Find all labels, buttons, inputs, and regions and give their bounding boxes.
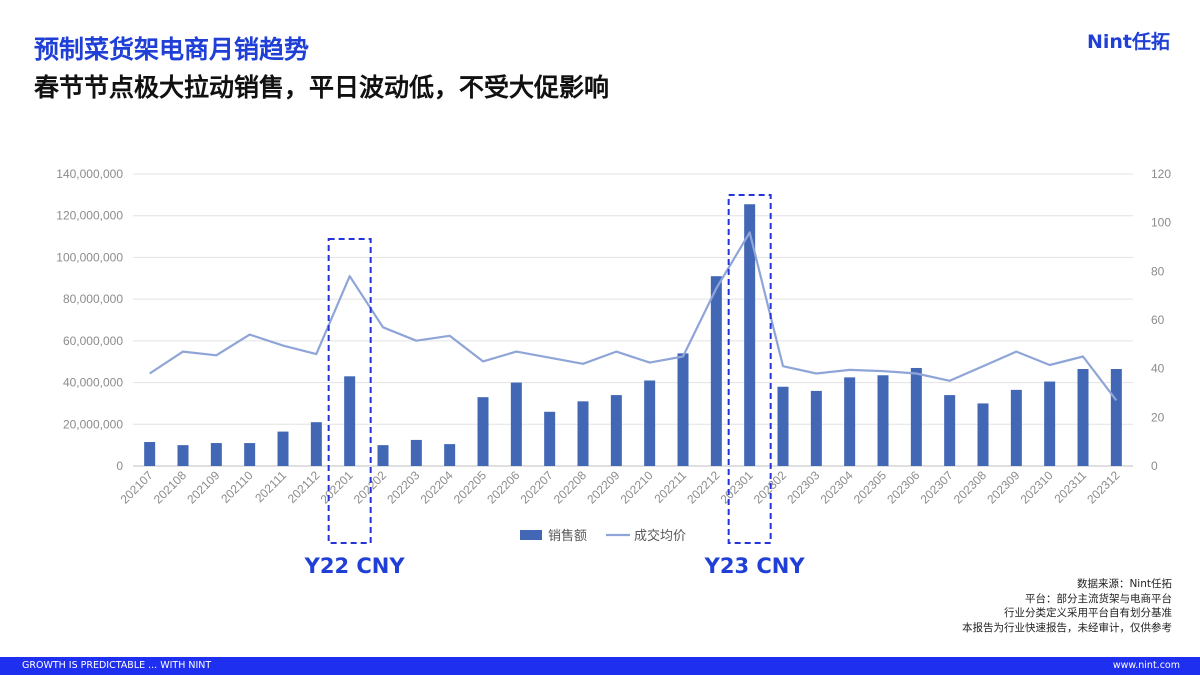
cny-highlight-box — [727, 194, 772, 544]
y-right-tick-label: 80 — [1151, 264, 1165, 278]
x-tick-label: 202211 — [652, 468, 690, 506]
x-tick-label: 202307 — [918, 468, 956, 506]
bar-sales — [810, 390, 822, 466]
footer-url: www.nint.com — [1112, 660, 1180, 671]
y-right-tick-label: 40 — [1151, 362, 1165, 376]
x-tick-label: 202208 — [551, 468, 589, 506]
note-line: 本报告为行业快速报告，未经审计，仅供参考 — [962, 621, 1172, 634]
y-left-tick-label: 120,000,000 — [56, 209, 123, 223]
line-avg-price — [149, 231, 1118, 401]
bar-sales — [710, 276, 722, 466]
bar-sales — [277, 431, 289, 466]
bar-sales — [577, 401, 589, 466]
x-tick-label: 202305 — [851, 468, 889, 506]
y-right-tick-label: 60 — [1151, 313, 1165, 327]
bar-sales — [444, 444, 456, 466]
legend-label-sales: 销售额 — [548, 528, 587, 544]
x-tick-label: 202210 — [618, 468, 656, 506]
y-right-tick-label: 0 — [1151, 459, 1158, 473]
x-tick-label: 202306 — [884, 468, 922, 506]
x-tick-label: 202303 — [784, 468, 822, 506]
bar-sales — [610, 395, 622, 466]
x-tick-label: 202308 — [951, 468, 989, 506]
bar-sales — [844, 377, 856, 466]
x-tick-label: 202108 — [151, 468, 189, 506]
x-tick-label: 202109 — [184, 468, 222, 506]
bar-sales — [410, 439, 422, 466]
x-tick-label: 202111 — [252, 468, 289, 505]
footer-bar: GROWTH IS PREDICTABLE ... WITH NINT www.… — [0, 657, 1200, 675]
x-tick-label: 202209 — [584, 468, 622, 506]
cny-highlight-box — [327, 238, 372, 544]
bar-sales — [344, 376, 356, 466]
bar-sales — [210, 443, 222, 466]
bar-sales — [910, 367, 922, 466]
bar-sales — [744, 204, 756, 466]
bar-sales — [144, 442, 156, 466]
note-line: 平台：部分主流货架与电商平台 — [1025, 592, 1172, 605]
x-tick-label: 202201 — [318, 468, 356, 506]
x-tick-label: 202207 — [518, 468, 556, 506]
legend-label-avg-price: 成交均价 — [634, 528, 686, 544]
footer-tagline: GROWTH IS PREDICTABLE ... WITH NINT — [22, 660, 212, 671]
y-left-tick-label: 80,000,000 — [63, 292, 123, 306]
page-subtitle: 春节节点极大拉动销售，平日波动低，不受大促影响 — [34, 73, 610, 102]
x-tick-label: 202107 — [118, 468, 156, 506]
bar-sales — [677, 353, 689, 466]
x-tick-label: 202310 — [1018, 468, 1056, 506]
bar-sales — [1110, 369, 1122, 466]
x-tick-label: 202304 — [818, 468, 856, 506]
bar-sales — [244, 443, 256, 466]
note-line: 行业分类定义采用平台自有划分基准 — [1004, 607, 1172, 619]
bar-sales — [377, 445, 389, 466]
bar-sales — [1010, 389, 1022, 466]
x-tick-label: 202309 — [984, 468, 1022, 506]
x-tick-label: 202206 — [484, 468, 522, 506]
bar-sales — [777, 386, 789, 466]
y-left-tick-label: 0 — [116, 459, 123, 473]
source-notes: 数据来源：Nint任拓 平台：部分主流货架与电商平台 行业分类定义采用平台自有划… — [962, 577, 1172, 635]
x-tick-label: 202212 — [684, 468, 722, 506]
bar-sales — [544, 411, 556, 466]
x-tick-label: 202203 — [384, 468, 422, 506]
y-left-tick-label: 100,000,000 — [56, 250, 123, 264]
bar-sales — [310, 422, 322, 466]
annotation-y22-cny: Y22 CNY — [304, 554, 405, 578]
y-right-tick-label: 20 — [1151, 410, 1165, 424]
bar-sales — [510, 382, 522, 466]
x-tick-label: 202312 — [1084, 468, 1122, 506]
y-left-tick-label: 60,000,000 — [63, 334, 123, 348]
bar-sales — [977, 403, 989, 466]
x-tick-label: 202112 — [285, 468, 323, 506]
x-tick-label: 202110 — [218, 468, 256, 506]
brand-logo: Nint任拓 — [1086, 31, 1170, 53]
x-tick-label: 202204 — [418, 468, 456, 506]
bar-sales — [877, 375, 889, 466]
note-line: 数据来源：Nint任拓 — [1076, 578, 1172, 590]
page-title: 预制菜货架电商月销趋势 — [34, 35, 310, 64]
bar-sales — [1077, 369, 1089, 466]
y-right-tick-label: 100 — [1151, 216, 1171, 230]
x-tick-label: 202205 — [451, 468, 489, 506]
y-right-tick-label: 120 — [1151, 167, 1171, 181]
bar-sales — [477, 397, 489, 466]
sales-trend-chart: 0 20,000,000 40,000,000 60,000,000 80,000,00… — [56, 167, 1171, 544]
bar-sales — [644, 380, 656, 466]
y-left-tick-label: 20,000,000 — [63, 417, 123, 431]
x-tick-label: 202301 — [718, 468, 756, 506]
bar-sales — [177, 445, 189, 466]
y-left-tick-label: 140,000,000 — [56, 167, 123, 181]
legend-swatch-sales — [520, 530, 542, 540]
annotation-y23-cny: Y23 CNY — [704, 554, 805, 578]
bar-sales — [944, 395, 956, 466]
y-left-tick-label: 40,000,000 — [63, 376, 123, 390]
bar-sales — [1044, 381, 1056, 466]
x-tick-label: 202311 — [1052, 468, 1090, 506]
